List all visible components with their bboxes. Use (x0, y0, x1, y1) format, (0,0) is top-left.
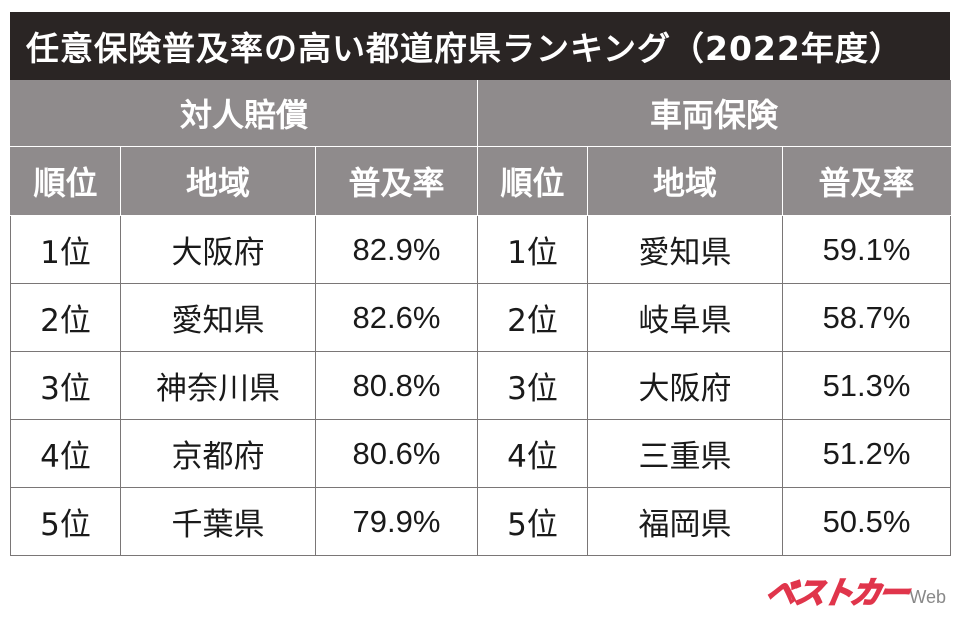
rate-cell: 51.2% (782, 419, 952, 488)
table-row: 4位 京都府 80.6% 4位 三重県 51.2% (10, 419, 952, 488)
rate-cell: 79.9% (314, 487, 479, 556)
rank-cell: 3位 (10, 351, 121, 420)
region-cell: 愛知県 (587, 215, 784, 284)
ranking-table: 対人賠償 車両保険 順位 地域 普及率 順位 地域 普及率 1位 大阪府 82.… (9, 80, 952, 556)
rate-cell: 82.6% (314, 283, 479, 352)
region-cell: 福岡県 (587, 487, 784, 556)
column-header-region: 地域 (587, 146, 784, 216)
region-cell: 愛知県 (120, 283, 316, 352)
column-header-rank: 順位 (477, 146, 589, 216)
column-header-rank: 順位 (10, 146, 121, 216)
rate-cell: 50.5% (782, 487, 952, 556)
region-cell: 大阪府 (587, 351, 784, 420)
rank-cell: 1位 (477, 215, 589, 284)
rank-cell: 5位 (477, 487, 589, 556)
column-header-rate: 普及率 (314, 146, 479, 216)
group-header-bodily-injury: 対人賠償 (9, 80, 479, 147)
group-header-row: 対人賠償 車両保険 (9, 80, 952, 147)
logo-web-label: Web (909, 587, 946, 607)
column-header-row: 順位 地域 普及率 順位 地域 普及率 (10, 146, 952, 216)
ranking-table-container: 任意保険普及率の高い都道府県ランキング（2022年度） 対人賠償 車両保険 順位… (9, 12, 952, 556)
rate-cell: 80.6% (314, 419, 479, 488)
rate-cell: 80.8% (314, 351, 479, 420)
logo-wordmark: ベストカー (762, 575, 911, 612)
rate-cell: 82.9% (314, 215, 479, 284)
rank-cell: 2位 (477, 283, 589, 352)
region-cell: 大阪府 (120, 215, 316, 284)
region-cell: 京都府 (120, 419, 316, 488)
rank-cell: 4位 (10, 419, 121, 488)
rank-cell: 2位 (10, 283, 121, 352)
rate-cell: 58.7% (782, 283, 952, 352)
rank-cell: 1位 (10, 215, 121, 284)
region-cell: 岐阜県 (587, 283, 784, 352)
table-row: 2位 愛知県 82.6% 2位 岐阜県 58.7% (10, 283, 952, 352)
group-header-vehicle-insurance: 車両保険 (477, 80, 952, 147)
table-title: 任意保険普及率の高い都道府県ランキング（2022年度） (10, 12, 950, 80)
region-cell: 千葉県 (120, 487, 316, 556)
table-row: 1位 大阪府 82.9% 1位 愛知県 59.1% (10, 215, 952, 284)
table-row: 5位 千葉県 79.9% 5位 福岡県 50.5% (10, 487, 952, 556)
table-row: 3位 神奈川県 80.8% 3位 大阪府 51.3% (10, 351, 952, 420)
region-cell: 三重県 (587, 419, 784, 488)
region-cell: 神奈川県 (120, 351, 316, 420)
rate-cell: 59.1% (782, 215, 952, 284)
bestcar-web-logo: ベストカー Web (762, 568, 946, 612)
column-header-region: 地域 (120, 146, 316, 216)
rank-cell: 5位 (10, 487, 121, 556)
rank-cell: 3位 (477, 351, 589, 420)
rank-cell: 4位 (477, 419, 589, 488)
rate-cell: 51.3% (782, 351, 952, 420)
column-header-rate: 普及率 (782, 146, 952, 216)
